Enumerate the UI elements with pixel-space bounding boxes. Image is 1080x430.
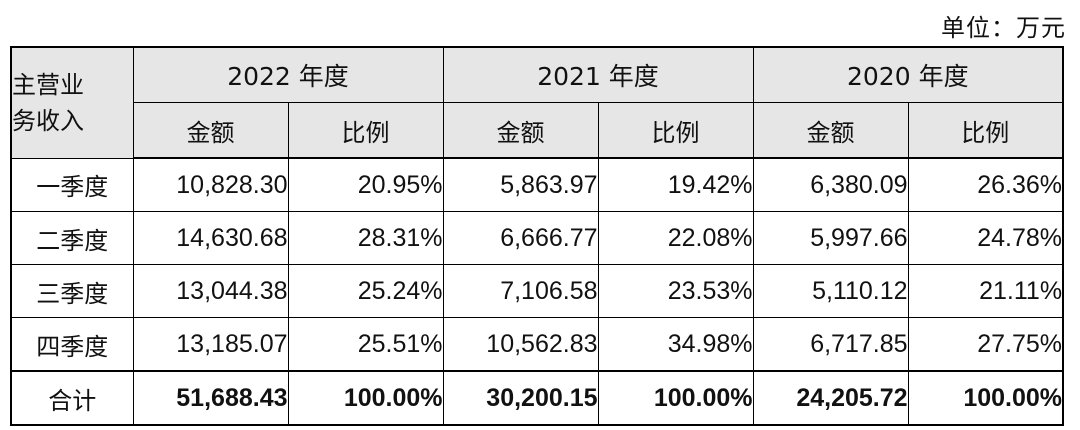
total-ratio-cell: 100.00% <box>597 370 754 426</box>
table-row: 二季度 14,630.68 28.31% 6,666.77 22.08% 5,9… <box>10 211 1064 265</box>
ratio-cell: 34.98% <box>597 317 754 372</box>
ratio-cell: 23.53% <box>597 264 754 318</box>
amount-header: 金额 <box>442 102 599 159</box>
ratio-cell: 24.78% <box>907 211 1064 265</box>
amount-cell: 10,562.83 <box>442 317 599 372</box>
amount-header: 金额 <box>132 102 289 159</box>
ratio-cell: 19.42% <box>597 157 754 212</box>
total-ratio-cell: 100.00% <box>287 370 444 426</box>
amount-cell: 14,630.68 <box>132 211 289 265</box>
corner-header: 主营业 务收入 <box>10 46 134 159</box>
ratio-header: 比例 <box>907 102 1064 159</box>
header-row-years: 主营业 务收入 2022 年度 2021 年度 2020 年度 <box>10 46 1064 159</box>
amount-cell: 13,044.38 <box>132 264 289 318</box>
ratio-cell: 26.36% <box>907 157 1064 212</box>
corner-label-line2: 务收入 <box>12 106 84 135</box>
total-amount-cell: 51,688.43 <box>132 370 289 426</box>
header-row-subcolumns: 金额 比例 金额 比例 金额 比例 <box>11 102 1064 159</box>
amount-cell: 5,110.12 <box>752 264 909 318</box>
ratio-cell: 20.95% <box>287 157 444 212</box>
revenue-table: 主营业 务收入 2022 年度 2021 年度 2020 年度 金额 比例 金额… <box>10 46 1065 426</box>
ratio-cell: 25.24% <box>287 264 444 318</box>
total-ratio-cell: 100.00% <box>907 370 1064 426</box>
total-amount-cell: 30,200.15 <box>442 370 599 426</box>
total-row: 合计 51,688.43 100.00% 30,200.15 100.00% 2… <box>10 370 1064 426</box>
amount-cell: 6,666.77 <box>442 211 599 265</box>
row-label: 四季度 <box>10 317 134 372</box>
amount-cell: 6,380.09 <box>752 157 909 212</box>
amount-cell: 7,106.58 <box>442 264 599 318</box>
total-label: 合计 <box>10 370 134 426</box>
ratio-cell: 28.31% <box>287 211 444 265</box>
table-row: 四季度 13,185.07 25.51% 10,562.83 34.98% 6,… <box>10 317 1064 372</box>
table-row: 一季度 10,828.30 20.95% 5,863.97 19.42% 6,3… <box>10 157 1064 212</box>
amount-cell: 6,717.85 <box>752 317 909 372</box>
ratio-cell: 22.08% <box>597 211 754 265</box>
year-header-2022: 2022 年度 <box>132 46 444 103</box>
table-row: 三季度 13,044.38 25.24% 7,106.58 23.53% 5,1… <box>10 264 1064 318</box>
amount-cell: 5,863.97 <box>442 157 599 212</box>
ratio-cell: 21.11% <box>907 264 1064 318</box>
row-label: 二季度 <box>10 211 134 265</box>
amount-header: 金额 <box>752 102 909 159</box>
amount-cell: 5,997.66 <box>752 211 909 265</box>
row-label: 三季度 <box>10 264 134 318</box>
ratio-header: 比例 <box>287 102 444 159</box>
year-header-2021: 2021 年度 <box>442 46 754 103</box>
corner-label-line1: 主营业 <box>12 70 84 99</box>
total-amount-cell: 24,205.72 <box>752 370 909 426</box>
amount-cell: 13,185.07 <box>132 317 289 372</box>
unit-label: 单位：万元 <box>941 14 1066 42</box>
ratio-header: 比例 <box>597 102 754 159</box>
amount-cell: 10,828.30 <box>132 157 289 212</box>
row-label: 一季度 <box>10 157 134 212</box>
ratio-cell: 25.51% <box>287 317 444 372</box>
year-header-2020: 2020 年度 <box>752 46 1064 103</box>
ratio-cell: 27.75% <box>907 317 1064 372</box>
